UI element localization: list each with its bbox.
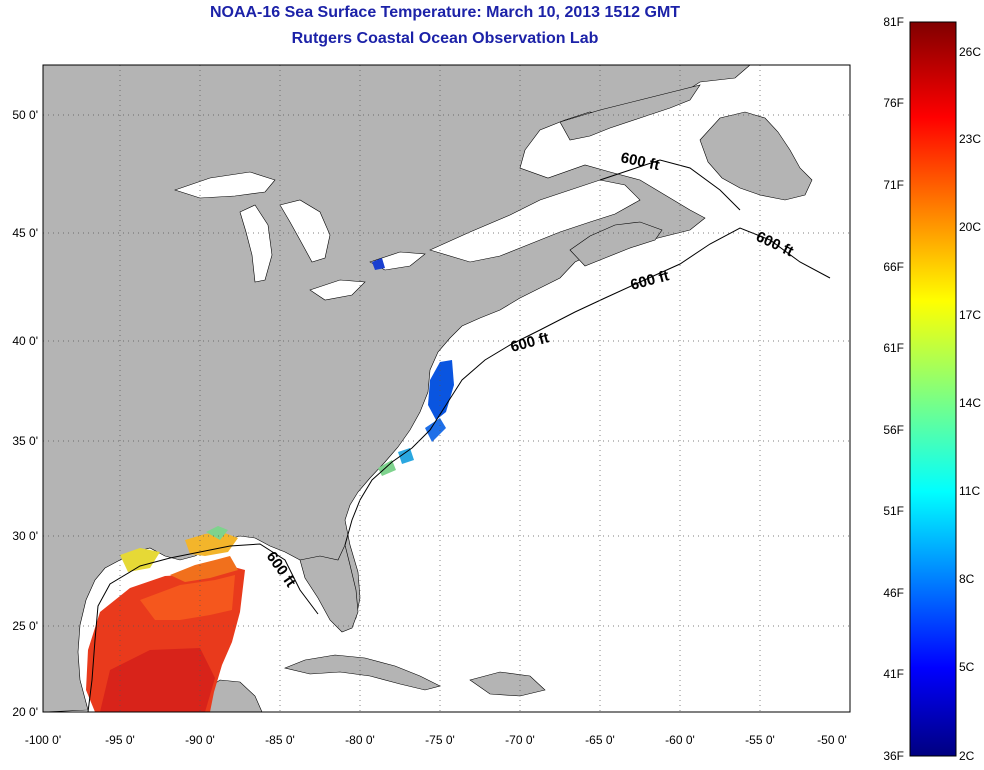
lon-tick-label: -50 0'	[817, 733, 847, 747]
map-frame	[42, 64, 851, 713]
colorbar-f-label: 56F	[883, 423, 904, 437]
colorbar-f-label: 81F	[883, 15, 904, 29]
colorbar-gradient	[909, 21, 957, 757]
600ft-contour	[87, 159, 831, 713]
colorbar-c-label: 17C	[959, 308, 981, 322]
colorbar-f-label: 71F	[883, 178, 904, 192]
lon-tick-label: -80 0'	[345, 733, 375, 747]
lat-tick-label: 30 0'	[12, 529, 38, 543]
colorbar-f-label: 36F	[883, 749, 904, 763]
lat-tick-label: 20 0'	[12, 705, 38, 719]
lon-tick-label: -60 0'	[665, 733, 695, 747]
colorbar-f-labels: 81F 76F 71F 66F 61F 56F 51F 46F 41F 36F	[883, 15, 904, 763]
colorbar-c-labels: 26C 23C 20C 17C 14C 11C 8C 5C 2C	[959, 45, 981, 763]
newfoundland-land	[699, 111, 813, 201]
cuba-land	[284, 654, 441, 691]
colorbar-c-label: 2C	[959, 749, 975, 763]
map-subtitle: Rutgers Coastal Ocean Observation Lab	[291, 30, 599, 47]
lon-tick-label: -90 0'	[185, 733, 215, 747]
lon-tick-label: -100 0'	[25, 733, 61, 747]
colorbar-c-label: 5C	[959, 660, 975, 674]
colorbar: 81F 76F 71F 66F 61F 56F 51F 46F 41F 36F …	[883, 15, 981, 763]
colorbar-c-label: 8C	[959, 572, 975, 586]
lon-tick-label: -95 0'	[105, 733, 135, 747]
hispaniola-land	[469, 671, 546, 697]
lon-tick-label: -65 0'	[585, 733, 615, 747]
lat-tick-label: 40 0'	[12, 334, 38, 348]
lat-tick-label: 50 0'	[12, 108, 38, 122]
colorbar-f-label: 46F	[883, 586, 904, 600]
lon-tick-label: -85 0'	[265, 733, 295, 747]
lat-tick-label: 35 0'	[12, 434, 38, 448]
lon-tick-label: -55 0'	[745, 733, 775, 747]
colorbar-f-label: 76F	[883, 96, 904, 110]
florida-land	[299, 544, 359, 633]
lon-tick-labels: -100 0' -95 0' -90 0' -85 0' -80 0' -75 …	[25, 733, 847, 747]
lat-tick-label: 45 0'	[12, 226, 38, 240]
colorbar-c-label: 23C	[959, 132, 981, 146]
lat-tick-labels: 50 0' 45 0' 40 0' 35 0' 30 0' 25 0' 20 0…	[12, 108, 38, 719]
sst-data	[86, 258, 454, 712]
colorbar-c-label: 20C	[959, 220, 981, 234]
colorbar-f-label: 41F	[883, 667, 904, 681]
sst-map: 600 ft 600 ft 600 ft 600 ft 600 ft 50 0'…	[12, 64, 851, 747]
lon-tick-label: -70 0'	[505, 733, 535, 747]
lon-tick-label: -75 0'	[425, 733, 455, 747]
map-title: NOAA-16 Sea Surface Temperature: March 1…	[209, 4, 681, 21]
colorbar-f-label: 66F	[883, 260, 904, 274]
quebec-land	[559, 84, 701, 141]
lat-tick-label: 25 0'	[12, 619, 38, 633]
colorbar-c-label: 26C	[959, 45, 981, 59]
colorbar-f-label: 61F	[883, 341, 904, 355]
colorbar-c-label: 14C	[959, 396, 981, 410]
colorbar-c-label: 11C	[959, 484, 980, 498]
great-lakes	[174, 171, 426, 301]
colorbar-f-label: 51F	[883, 504, 904, 518]
